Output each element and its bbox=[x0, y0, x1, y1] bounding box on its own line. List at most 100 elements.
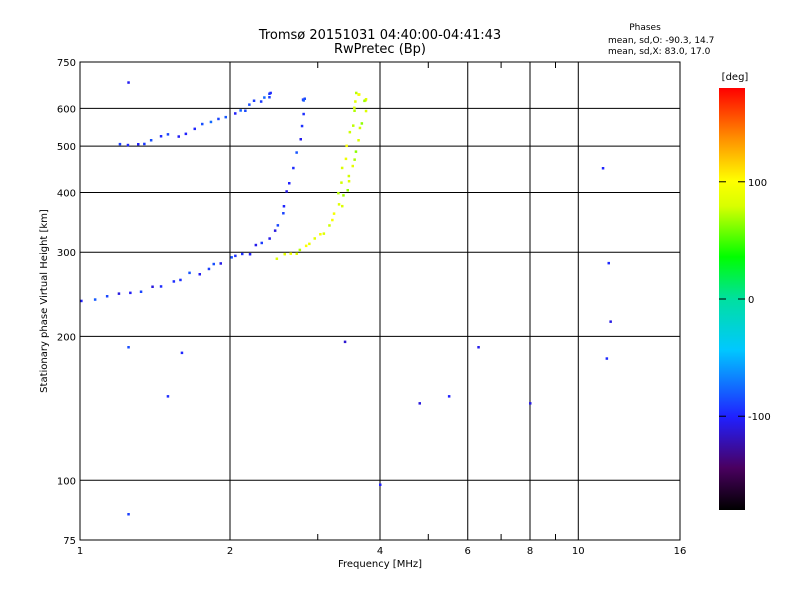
data-point bbox=[248, 253, 252, 256]
data-point bbox=[234, 112, 237, 115]
x-tick-label: 4 bbox=[377, 546, 383, 557]
data-point bbox=[80, 299, 83, 303]
data-point bbox=[166, 133, 170, 136]
data-point bbox=[364, 109, 368, 113]
data-point bbox=[149, 139, 153, 142]
data-point bbox=[127, 81, 130, 84]
y-tick-label: 600 bbox=[57, 104, 76, 115]
data-points bbox=[80, 81, 612, 516]
phases-x-stats: mean, sd,X: 83.0, 17.0 bbox=[608, 47, 711, 57]
data-point bbox=[117, 292, 121, 295]
data-point bbox=[282, 205, 286, 208]
data-point bbox=[328, 224, 331, 227]
x-tick-label: 10 bbox=[572, 546, 585, 557]
data-point bbox=[342, 194, 345, 197]
data-point bbox=[331, 218, 334, 222]
data-point bbox=[137, 143, 140, 146]
phases-o-stats: mean, sd,O: -90.3, 14.7 bbox=[608, 36, 714, 46]
x-tick-label: 1 bbox=[77, 546, 83, 557]
y-tick-label: 500 bbox=[57, 142, 76, 153]
data-point bbox=[193, 127, 196, 131]
data-point bbox=[363, 99, 366, 103]
chart-title: Tromsø 20151031 04:40:00-04:41:43 bbox=[258, 28, 501, 43]
data-point bbox=[354, 150, 358, 153]
colorbar-tick-label: 100 bbox=[748, 178, 767, 189]
data-point bbox=[241, 252, 244, 256]
data-point bbox=[263, 96, 266, 99]
data-point bbox=[354, 100, 357, 103]
data-point bbox=[292, 166, 295, 170]
data-point bbox=[346, 189, 349, 192]
x-axis-label: Frequency [MHz] bbox=[338, 559, 422, 570]
data-point bbox=[313, 237, 316, 240]
x-tick-label: 2 bbox=[227, 546, 233, 557]
data-point bbox=[302, 112, 305, 116]
data-point bbox=[529, 402, 532, 405]
phases-heading: Phases bbox=[629, 23, 661, 33]
data-point bbox=[351, 164, 354, 168]
chart-subtitle: RwPretec (Bp) bbox=[334, 42, 426, 57]
data-point bbox=[217, 117, 220, 121]
data-point bbox=[283, 252, 286, 256]
data-point bbox=[355, 91, 358, 95]
data-point bbox=[341, 204, 344, 208]
y-tick-label: 75 bbox=[63, 536, 76, 547]
data-point bbox=[207, 267, 211, 271]
data-point bbox=[282, 212, 285, 215]
data-point bbox=[303, 97, 306, 100]
data-point bbox=[357, 139, 360, 142]
data-point bbox=[353, 109, 356, 112]
axis-ticks: 1 2 4 6 8 10 16 75 100 200 300 400 500 600 750 bbox=[57, 58, 686, 557]
data-point bbox=[353, 158, 356, 161]
data-point bbox=[418, 402, 421, 405]
data-point bbox=[143, 142, 146, 146]
data-point bbox=[344, 157, 348, 161]
grid bbox=[80, 62, 680, 540]
data-point bbox=[105, 295, 109, 298]
data-point bbox=[269, 91, 272, 95]
data-point bbox=[308, 242, 311, 246]
data-point bbox=[230, 256, 233, 259]
data-point bbox=[252, 99, 256, 102]
data-point bbox=[345, 144, 348, 148]
data-point bbox=[224, 115, 227, 119]
data-point bbox=[159, 285, 163, 288]
data-point bbox=[295, 252, 298, 255]
data-point bbox=[139, 290, 143, 293]
data-point bbox=[607, 261, 610, 265]
y-tick-label: 100 bbox=[57, 476, 76, 487]
data-point bbox=[212, 262, 215, 266]
data-point bbox=[337, 203, 341, 206]
data-point bbox=[605, 357, 609, 360]
y-tick-label: 300 bbox=[57, 248, 76, 259]
data-point bbox=[347, 180, 351, 183]
data-point bbox=[352, 124, 355, 127]
data-point bbox=[151, 285, 154, 288]
data-point bbox=[379, 483, 382, 486]
data-point bbox=[343, 340, 347, 344]
data-point bbox=[172, 280, 176, 283]
data-point bbox=[166, 395, 170, 398]
data-point bbox=[273, 229, 277, 232]
data-point bbox=[127, 346, 130, 349]
data-point bbox=[127, 513, 130, 516]
y-tick-label: 400 bbox=[57, 188, 76, 199]
data-point bbox=[358, 126, 362, 130]
data-point bbox=[360, 122, 364, 125]
data-point bbox=[177, 135, 180, 138]
data-point bbox=[601, 167, 605, 170]
data-point bbox=[234, 254, 237, 258]
data-point bbox=[322, 232, 326, 235]
x-tick-label: 16 bbox=[674, 546, 687, 557]
data-point bbox=[477, 346, 480, 349]
plot-frame bbox=[79, 61, 681, 541]
colorbar-tick-label: -100 bbox=[748, 412, 771, 423]
data-point bbox=[447, 395, 451, 398]
data-point bbox=[319, 233, 322, 236]
data-point bbox=[244, 109, 247, 112]
data-point bbox=[340, 166, 344, 170]
data-point bbox=[285, 190, 288, 193]
data-point bbox=[289, 252, 292, 255]
data-point bbox=[276, 224, 280, 227]
